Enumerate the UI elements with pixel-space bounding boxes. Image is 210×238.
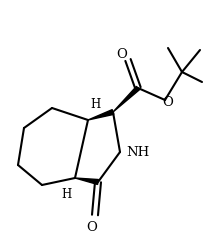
Text: H: H: [62, 188, 72, 201]
Text: O: O: [163, 96, 173, 109]
Text: O: O: [117, 49, 127, 61]
Polygon shape: [113, 86, 140, 112]
Text: NH: NH: [126, 145, 149, 159]
Polygon shape: [88, 110, 114, 120]
Text: H: H: [90, 98, 100, 111]
Text: O: O: [87, 221, 97, 234]
Polygon shape: [75, 178, 98, 184]
